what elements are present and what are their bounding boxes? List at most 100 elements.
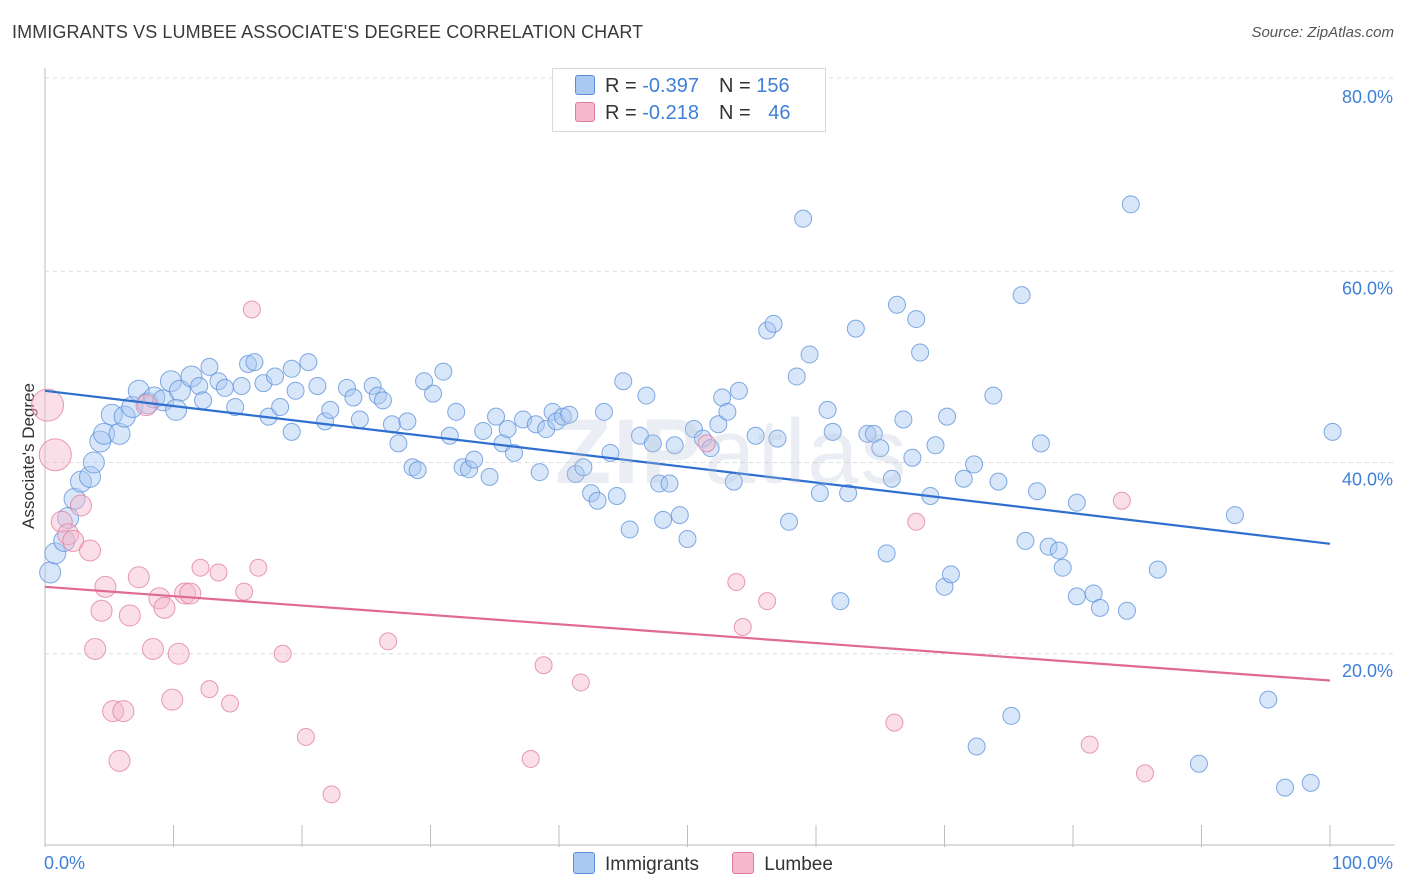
point-immigrants	[746, 426, 765, 445]
point-immigrants	[1039, 537, 1058, 556]
point-lumbee	[727, 573, 746, 592]
point-immigrants	[954, 469, 973, 488]
point-immigrants	[299, 353, 318, 372]
point-lumbee	[84, 637, 107, 660]
point-immigrants	[408, 461, 427, 480]
point-immigrants	[434, 362, 453, 381]
point-lumbee	[112, 700, 135, 723]
point-immigrants	[389, 434, 408, 453]
point-immigrants	[266, 367, 285, 386]
point-immigrants	[839, 484, 858, 503]
point-lumbee	[249, 558, 268, 577]
point-immigrants	[967, 737, 986, 756]
point-immigrants	[215, 378, 234, 397]
point-lumbee	[379, 632, 398, 651]
point-immigrants	[846, 319, 865, 338]
point-immigrants	[1049, 541, 1068, 560]
point-immigrants	[245, 353, 264, 372]
point-immigrants	[1031, 434, 1050, 453]
point-lumbee	[31, 388, 65, 422]
point-immigrants	[1121, 195, 1140, 214]
point-immigrants	[282, 359, 301, 378]
point-immigrants	[282, 422, 301, 441]
point-immigrants	[209, 372, 228, 391]
point-immigrants	[768, 429, 787, 448]
point-immigrants	[93, 422, 116, 445]
point-immigrants	[607, 486, 626, 505]
point-immigrants	[810, 484, 829, 503]
legend-item-lumbee: Lumbee	[732, 852, 833, 876]
point-lumbee	[209, 563, 228, 582]
point-lumbee	[1135, 764, 1154, 783]
point-immigrants	[764, 314, 783, 333]
axes	[44, 68, 1395, 847]
point-immigrants	[350, 410, 369, 429]
point-lumbee	[50, 510, 73, 533]
point-immigrants	[882, 469, 901, 488]
point-immigrants	[588, 491, 607, 510]
point-immigrants	[108, 422, 131, 445]
point-immigrants	[718, 402, 737, 421]
point-lumbee	[153, 596, 176, 619]
point-immigrants	[1225, 506, 1244, 525]
legend-swatch-lumbee	[732, 852, 755, 874]
point-lumbee	[118, 604, 141, 627]
legend-row-lumbee: R = -0.218 N = 46	[575, 102, 790, 126]
point-lumbee	[141, 637, 164, 660]
point-lumbee	[69, 494, 92, 517]
x-tick-label: 0.0%	[44, 853, 85, 873]
point-lumbee	[94, 575, 117, 598]
legend-swatch-lumbee	[575, 102, 595, 122]
point-immigrants	[871, 439, 890, 458]
point-immigrants	[53, 529, 76, 552]
point-immigrants	[574, 458, 593, 477]
point-lumbee	[127, 566, 150, 589]
point-immigrants	[415, 372, 434, 391]
point-immigrants	[194, 391, 213, 410]
point-immigrants	[308, 377, 327, 395]
point-immigrants	[794, 209, 813, 228]
legend-row-immigrants: R = -0.397 N = 156	[575, 75, 790, 99]
y-tick-label: 40.0%	[1342, 470, 1393, 490]
point-immigrants	[368, 386, 387, 405]
point-lumbee	[534, 656, 553, 675]
point-immigrants	[787, 367, 806, 386]
point-lumbee	[1112, 491, 1131, 510]
point-immigrants	[460, 460, 479, 479]
point-immigrants	[594, 402, 613, 421]
point-immigrants	[1002, 706, 1021, 725]
point-lumbee	[521, 749, 540, 768]
point-immigrants	[926, 436, 945, 455]
point-lumbee	[242, 300, 261, 319]
x-tick-labels: 0.0% 100.0%	[44, 853, 1393, 873]
point-immigrants	[286, 381, 305, 400]
x-tick-label: 100.0%	[1332, 853, 1393, 873]
point-lumbee	[191, 558, 210, 577]
point-immigrants	[480, 467, 499, 486]
point-immigrants	[678, 530, 697, 548]
point-immigrants	[1117, 601, 1136, 620]
point-immigrants	[165, 398, 188, 421]
series-legend: Immigrants Lumbee	[0, 852, 1406, 876]
point-immigrants	[1016, 531, 1035, 550]
point-immigrants	[713, 388, 732, 407]
point-immigrants	[382, 415, 401, 434]
y-tick-labels: 20.0% 40.0% 60.0% 80.0%	[1342, 87, 1393, 681]
point-lumbee	[885, 713, 904, 732]
point-immigrants	[239, 355, 258, 374]
point-lumbee	[90, 599, 113, 622]
y-tick-label: 60.0%	[1342, 278, 1393, 298]
point-lumbee	[174, 582, 197, 605]
point-lumbee	[571, 673, 590, 692]
watermark: ZIPatlas	[555, 401, 909, 503]
point-immigrants	[424, 384, 443, 403]
point-immigrants	[337, 378, 356, 397]
y-tick-label: 80.0%	[1342, 87, 1393, 107]
point-lumbee	[296, 727, 315, 746]
point-lumbee	[167, 642, 190, 665]
point-immigrants	[582, 484, 601, 503]
point-immigrants	[226, 398, 245, 417]
legend-swatch-immigrants	[573, 852, 596, 874]
stats-legend: R = -0.397 N = 156 R = -0.218 N = 46	[552, 68, 826, 132]
